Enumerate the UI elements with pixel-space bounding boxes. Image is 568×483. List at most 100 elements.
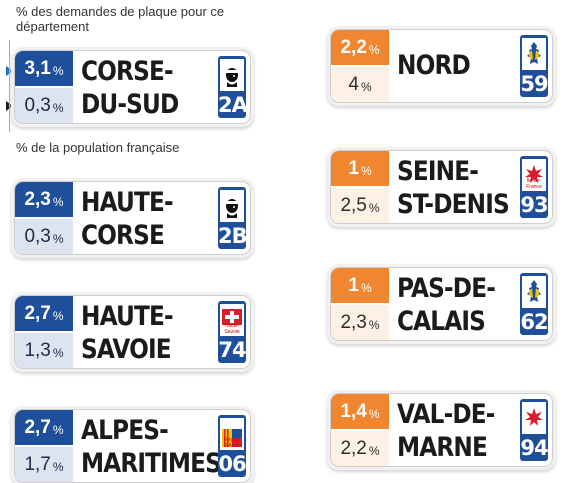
population-value: 0,3	[24, 226, 51, 247]
department-name: PAS-DE- CALAIS	[397, 272, 496, 338]
percent-sign: %	[52, 231, 64, 246]
plate-name-line: SAVOIE	[81, 334, 172, 365]
plate-name-line: MARITIMES	[81, 448, 222, 479]
department-band: Haute-Savoie 74	[218, 301, 247, 363]
population-value: 2,2	[340, 438, 367, 459]
department-code: 2A	[218, 93, 248, 117]
hauts-de-france-icon	[522, 38, 546, 70]
plate-name-line: HAUTE-	[81, 187, 174, 218]
corsica-moor-icon	[220, 59, 244, 91]
plate-seine-st-denis: 1% 2,5% SEINE- ST-DENIS Île-de-France 93	[330, 150, 553, 224]
plate-name-line: CORSE-	[81, 56, 174, 87]
ile-de-france-icon	[522, 402, 546, 434]
population-value: 1,7	[24, 454, 51, 475]
demand-value: 1	[348, 275, 359, 296]
demand-share: 2,3%	[15, 182, 73, 217]
demand-share: 1%	[331, 151, 389, 186]
hauts-de-france-icon	[522, 276, 546, 308]
population-share: 2,3%	[331, 305, 389, 340]
department-code: 2B	[218, 224, 248, 248]
department-band: Île-de-France 93	[520, 156, 549, 218]
population-share: 4%	[331, 67, 389, 102]
department-code: 94	[520, 436, 548, 460]
department-name: HAUTE- SAVOIE	[81, 300, 174, 366]
department-name: VAL-DE- MARNE	[397, 398, 495, 464]
department-code: 06	[218, 452, 246, 476]
plate-name-line: CORSE	[81, 220, 165, 251]
demand-share: 2,7%	[15, 296, 73, 331]
percent-sign: %	[360, 280, 372, 295]
department-code: 59	[520, 72, 548, 96]
demand-value: 2,2	[340, 37, 367, 58]
logo-caption: Île-de-France	[526, 178, 542, 190]
population-share: 1,7%	[15, 447, 73, 482]
demand-note: % des demandes de plaque pour ce départe…	[16, 4, 225, 34]
percent-sign: %	[368, 200, 380, 215]
percent-sign: %	[360, 163, 372, 178]
population-value: 2,3	[340, 312, 367, 333]
department-band: 2A	[218, 56, 248, 118]
legend-bracket	[9, 40, 10, 132]
demand-value: 1	[348, 158, 359, 179]
department-band: 62	[520, 273, 549, 335]
department-name: SEINE- ST-DENIS	[397, 155, 510, 221]
percent-sign: %	[52, 100, 64, 115]
plate-pas-de-calais: 1% 2,3% PAS-DE- CALAIS 62	[330, 267, 553, 341]
demand-value: 3,1	[24, 58, 51, 79]
population-share: 1,3%	[15, 333, 73, 368]
percent-sign: %	[52, 345, 64, 360]
demand-share: 2,2%	[331, 30, 389, 65]
plate-alpes-maritimes: 2,7% 1,7% ALPES- MARITIMES Région PACA 06	[14, 409, 251, 483]
department-band: 2B	[218, 187, 248, 249]
department-code: 62	[520, 310, 548, 334]
department-band: 59	[520, 35, 549, 97]
department-name: NORD	[397, 49, 471, 82]
plate-name-line: ALPES-	[81, 415, 169, 446]
plate-nord: 2,2% 4% NORD 59	[330, 29, 553, 103]
plate-corse-du-sud: 3,1% 0,3% CORSE- DU-SUD 2A	[14, 50, 251, 124]
population-share: 0,3%	[15, 219, 73, 254]
paca-region-icon	[220, 418, 244, 450]
percent-sign: %	[52, 422, 64, 437]
department-name: CORSE- DU-SUD	[81, 55, 179, 121]
corsica-moor-icon	[220, 190, 244, 222]
percent-sign: %	[52, 63, 64, 78]
population-value: 0,3	[24, 95, 51, 116]
percent-sign: %	[368, 443, 380, 458]
department-band: 94	[520, 399, 549, 461]
department-name: ALPES- MARITIMES	[81, 414, 222, 480]
plate-name-line: HAUTE-	[81, 301, 174, 332]
demand-share: 1,4%	[331, 394, 389, 429]
logo-caption: Haute-Savoie	[224, 323, 240, 335]
plate-name-line: NORD	[397, 50, 471, 81]
percent-sign: %	[368, 317, 380, 332]
plate-name-line: ST-DENIS	[397, 189, 510, 220]
demand-share: 2,7%	[15, 410, 73, 445]
percent-sign: %	[52, 308, 64, 323]
population-note: % de la population française	[16, 140, 180, 155]
department-band: Région PACA 06	[218, 415, 247, 477]
plate-name-line: MARNE	[397, 432, 488, 463]
population-share: 2,2%	[331, 431, 389, 466]
population-value: 2,5	[340, 195, 367, 216]
demand-share: 1%	[331, 268, 389, 303]
population-share: 0,3%	[15, 88, 73, 123]
department-name: HAUTE- CORSE	[81, 186, 174, 252]
population-share: 2,5%	[331, 188, 389, 223]
population-value: 1,3	[24, 340, 51, 361]
plate-name-line: SEINE-	[397, 156, 479, 187]
percent-sign: %	[368, 42, 380, 57]
percent-sign: %	[360, 79, 372, 94]
percent-sign: %	[52, 459, 64, 474]
plate-haute-savoie: 2,7% 1,3% HAUTE- SAVOIE Haute-Savoie 74	[14, 295, 251, 369]
plate-haute-corse: 2,3% 0,3% HAUTE- CORSE 2B	[14, 181, 251, 255]
savoie-cross-icon	[220, 304, 244, 336]
population-value: 4	[348, 74, 359, 95]
percent-sign: %	[52, 194, 64, 209]
logo-caption: Région PACA	[224, 437, 240, 449]
plate-name-line: VAL-DE-	[397, 399, 495, 430]
percent-sign: %	[368, 406, 380, 421]
plate-name-line: PAS-DE-	[397, 273, 496, 304]
ile-de-france-icon	[522, 159, 546, 191]
department-code: 74	[218, 338, 246, 362]
